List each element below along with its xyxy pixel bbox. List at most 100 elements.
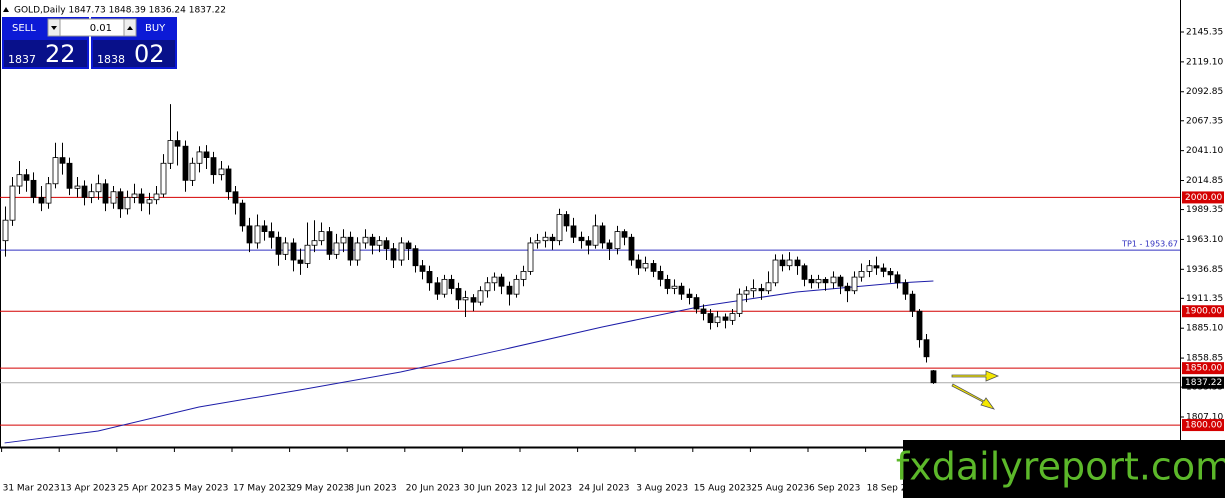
candle-body xyxy=(462,297,469,301)
candle-body xyxy=(297,259,304,264)
candle-body xyxy=(52,157,59,185)
candle-body xyxy=(578,236,585,242)
candle-body xyxy=(484,282,491,292)
candle-body xyxy=(383,240,390,250)
candle-body xyxy=(592,225,599,246)
candle-body xyxy=(354,242,361,261)
candle-body xyxy=(556,214,563,242)
x-tick-label: 3 Aug 2023 xyxy=(636,484,688,494)
candle-body xyxy=(830,276,837,284)
candle-body xyxy=(808,278,815,284)
candle-body xyxy=(225,168,232,193)
bid-big: 1837 xyxy=(8,53,36,66)
candle-body xyxy=(686,293,693,298)
candle-body xyxy=(455,288,462,301)
candle-body xyxy=(714,316,721,324)
arrow-right xyxy=(951,370,1000,382)
candle-body xyxy=(369,236,376,246)
candle-body xyxy=(628,236,635,261)
candle-body xyxy=(333,242,340,255)
level-box xyxy=(1182,191,1224,204)
candle-body xyxy=(160,162,167,195)
candle-body xyxy=(2,219,9,242)
candle-body xyxy=(858,271,865,278)
candle-body xyxy=(448,278,455,289)
candle-body xyxy=(146,199,153,204)
candle-body xyxy=(232,191,239,204)
candle-body xyxy=(426,271,433,284)
y-tick-label: 2067.35 xyxy=(1186,116,1223,126)
candle-body xyxy=(815,278,822,284)
candle-body xyxy=(362,236,369,244)
lot-down-icon xyxy=(51,26,57,30)
candle-body xyxy=(16,174,23,187)
candle-body xyxy=(491,276,498,284)
candle-body xyxy=(786,259,793,267)
bid-box xyxy=(4,40,87,67)
candle-body xyxy=(203,151,210,158)
candle-body xyxy=(851,276,858,292)
candle-body xyxy=(801,265,808,280)
candle-body xyxy=(570,225,577,238)
buy-label[interactable]: BUY xyxy=(145,23,166,34)
moving-average xyxy=(4,280,934,444)
candle-body xyxy=(887,271,894,276)
candle-body xyxy=(254,225,261,244)
candle-body xyxy=(182,145,189,181)
candle-body xyxy=(95,183,102,193)
x-tick-label: 30 Jun 2023 xyxy=(463,484,517,494)
candle-body xyxy=(419,265,426,272)
candle-body xyxy=(246,225,253,244)
candle-body xyxy=(239,202,246,227)
candle-body xyxy=(736,293,743,314)
x-tick-label: 18 Sep 2023 xyxy=(867,484,924,494)
candle-body xyxy=(390,248,397,261)
candle-body xyxy=(441,278,448,295)
candle-body xyxy=(131,193,138,198)
y-tick-label: 2119.10 xyxy=(1186,57,1223,67)
y-tick-label: 1963.10 xyxy=(1186,235,1223,245)
candle-body xyxy=(477,290,484,303)
candle-body xyxy=(794,259,801,267)
candle-body xyxy=(261,225,268,232)
sell-label[interactable]: SELL xyxy=(12,23,36,34)
y-tick-label: 1989.35 xyxy=(1186,205,1223,215)
watermark-box xyxy=(903,440,1225,498)
candle-body xyxy=(318,231,325,242)
level-label: 1800.00 xyxy=(1185,421,1222,431)
candle-body xyxy=(326,231,333,255)
candle-body xyxy=(434,282,441,295)
lot-value[interactable]: 0.01 xyxy=(90,23,112,34)
candle-body xyxy=(506,285,513,295)
candle-body xyxy=(534,240,541,244)
candle-body xyxy=(549,236,556,242)
y-tick-label: 1936.85 xyxy=(1186,265,1223,275)
candle-body xyxy=(650,263,657,272)
candle-body xyxy=(189,162,196,181)
ask-box xyxy=(93,40,175,67)
candle-body xyxy=(671,285,678,289)
arrows xyxy=(951,370,1000,410)
y-tick-label: 1807.10 xyxy=(1186,412,1223,422)
candle-body xyxy=(81,185,88,198)
x-tick-label: 13 Apr 2023 xyxy=(60,484,116,494)
x-tick-label: 25 Aug 2023 xyxy=(751,484,809,494)
candle-body xyxy=(606,242,613,250)
candle-body xyxy=(779,259,786,267)
watermark: fxdailyreport.com xyxy=(896,445,1225,489)
candle-body xyxy=(218,168,225,176)
candle-body xyxy=(88,191,95,198)
candle-body xyxy=(758,288,765,292)
candle-body xyxy=(304,244,311,264)
candle-body xyxy=(210,157,217,176)
candle-body xyxy=(563,214,570,227)
y-tick-label: 1911.35 xyxy=(1186,294,1223,304)
y-tick-label: 2014.85 xyxy=(1186,176,1223,186)
candle-body xyxy=(844,285,851,292)
candle-body xyxy=(117,191,124,210)
level-label: 2000.00 xyxy=(1185,193,1222,203)
candle-body xyxy=(822,278,829,284)
candle-body xyxy=(138,193,145,204)
candle-body xyxy=(707,313,714,324)
